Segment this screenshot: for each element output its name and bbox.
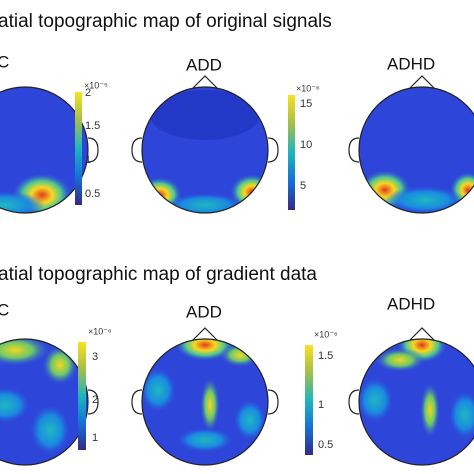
colorbar-tick: 1 [85,154,91,166]
panel-label: ADD [186,55,222,74]
colorbar-tick: 1 [92,432,98,444]
colorbar-tick: 1.5 [318,350,333,362]
colorbar-tick: 0.5 [318,439,333,451]
colorbar: ×10⁻⁵ 2 1.5 1 0.5 [75,80,108,205]
colorbar-tick: 0.5 [85,188,100,200]
colorbar-tick: 2 [92,394,98,406]
colorbar-exponent: ×10⁻⁵ [84,80,108,90]
head-map [348,75,474,214]
colorbar-tick: 3 [92,351,98,363]
colorbar-exponent: ×10⁻⁶ [88,326,112,336]
head-map [348,327,474,466]
head-map [131,327,279,466]
colorbar: ×10⁻⁶ 1.5 1 0.5 [305,329,338,455]
panel-label: ADD [186,302,222,321]
colorbar: ×10⁻⁶ 3 2 1 [78,326,112,450]
colorbar-tick: 1 [318,399,324,411]
colorbar-tick: 2 [85,87,91,99]
colorbar-tick: 1.5 [85,120,100,132]
panel-label: C [0,300,9,319]
head-map [0,86,99,214]
title: atial topographic map of gradient data [0,264,317,285]
colorbar-exponent: ×10⁻⁶ [314,329,338,339]
panel-label: ADHD [387,294,435,313]
panel-label: ADHD [387,54,435,73]
colorbar-exponent: ×10⁻⁶ [296,83,320,93]
colorbar-tick: 10 [300,139,312,151]
head-map [131,75,279,214]
colorbar-tick: 15 [300,98,312,110]
colorbar: ×10⁻⁶ 15 10 5 [288,83,320,210]
colorbar-tick: 5 [300,180,306,192]
title: atial topographic map of original signal… [0,11,332,32]
panel-label: C [0,52,9,71]
